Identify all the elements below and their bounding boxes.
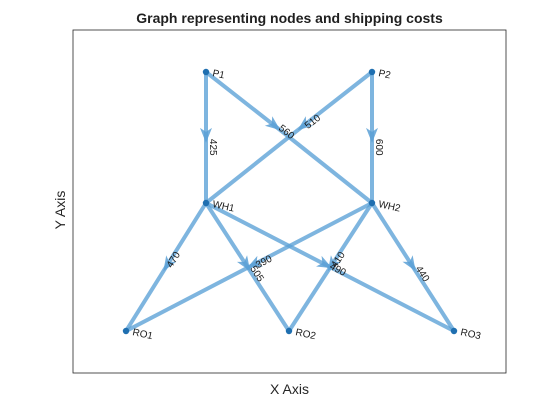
node-p2 <box>368 68 376 76</box>
node-ro2 <box>285 327 293 335</box>
arrowhead-wh2-ro2 <box>327 255 342 272</box>
x-axis-label: X Axis <box>270 381 309 397</box>
node-label-layer: P1 P2 WH1 WH2 RO1 RO2 RO3 <box>131 68 482 342</box>
node-wh1 <box>202 199 210 207</box>
arrowhead-wh1-ro1 <box>163 255 177 272</box>
arrowhead-p2-wh1 <box>297 116 314 131</box>
node-ro3 <box>450 327 458 335</box>
arrowhead-wh2-ro3 <box>402 255 416 272</box>
arrowhead-wh2-ro1 <box>246 255 263 269</box>
node-ro1 <box>122 327 130 335</box>
edge-label-p1-wh1: 425 <box>207 139 218 156</box>
node-label-p2: P2 <box>377 68 392 81</box>
node-label-ro1: RO1 <box>131 327 154 342</box>
arrowhead-p1-wh1 <box>200 127 212 143</box>
arrowhead-wh1-ro3 <box>316 255 333 269</box>
node-label-ro3: RO3 <box>459 327 482 342</box>
node-label-wh2: WH2 <box>377 199 401 214</box>
chart-title: Graph representing nodes and shipping co… <box>136 10 443 26</box>
arrow-layer <box>163 116 416 272</box>
node-layer <box>122 68 458 335</box>
arrowhead-p2-wh2 <box>366 127 378 143</box>
edge-label-p2-wh2: 600 <box>373 139 384 156</box>
axes-box <box>72 29 507 374</box>
y-axis-label: Y Axis <box>52 190 68 230</box>
node-wh2 <box>368 199 376 207</box>
arrowhead-p1-wh2 <box>264 116 281 131</box>
edge-p1-wh2-segment-2 <box>287 135 374 205</box>
node-p1 <box>202 68 210 76</box>
node-label-wh1: WH1 <box>211 199 235 214</box>
node-label-ro2: RO2 <box>294 327 317 342</box>
node-label-p1: P1 <box>211 68 226 81</box>
arrowhead-wh1-ro2 <box>236 255 251 272</box>
edge-p2-wh1-segment-2 <box>204 135 291 205</box>
